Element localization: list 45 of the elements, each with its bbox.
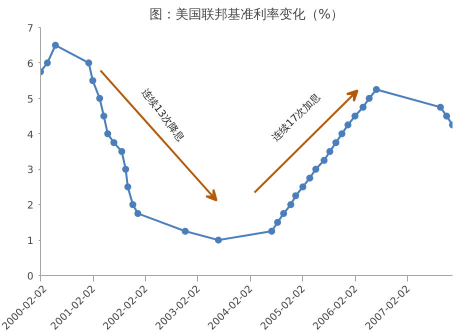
point <box>360 104 367 111</box>
point <box>338 130 346 138</box>
point <box>214 236 222 244</box>
point <box>122 166 130 173</box>
annotation: 连续13次降息 <box>139 86 186 144</box>
point <box>326 148 334 155</box>
point <box>44 59 51 66</box>
y-tick-label: 4 <box>27 130 34 141</box>
point <box>52 42 59 49</box>
point <box>306 174 314 182</box>
point <box>332 139 340 146</box>
point <box>100 112 108 120</box>
point <box>268 228 276 235</box>
point <box>85 59 92 66</box>
point <box>344 121 352 128</box>
point <box>96 94 104 102</box>
point <box>287 201 294 208</box>
point <box>292 192 300 200</box>
point <box>351 112 358 120</box>
point <box>436 104 444 111</box>
y-tick-label: 2 <box>27 200 34 212</box>
point <box>280 210 288 217</box>
point <box>299 183 306 190</box>
y-tick-label: 0 <box>27 272 34 282</box>
point <box>320 156 328 164</box>
y-tick-label: 5 <box>27 94 34 106</box>
y-tick-label: 7 <box>27 24 34 34</box>
point <box>274 218 282 226</box>
point <box>372 86 380 93</box>
annotation: 连续17次加息 <box>270 90 323 144</box>
point <box>89 77 96 84</box>
point <box>124 183 132 190</box>
point <box>182 228 189 235</box>
y-tick-label: 3 <box>27 165 34 176</box>
point <box>104 130 112 138</box>
y-tick-label: 1 <box>27 236 34 248</box>
point <box>110 139 118 146</box>
point <box>118 148 126 155</box>
point <box>129 201 136 208</box>
point <box>134 210 142 217</box>
point <box>312 166 320 173</box>
chart-title: 图：美国联邦基准利率变化（%） <box>149 6 344 22</box>
y-tick-label: 6 <box>27 58 34 70</box>
point <box>366 94 373 102</box>
point <box>443 112 450 120</box>
